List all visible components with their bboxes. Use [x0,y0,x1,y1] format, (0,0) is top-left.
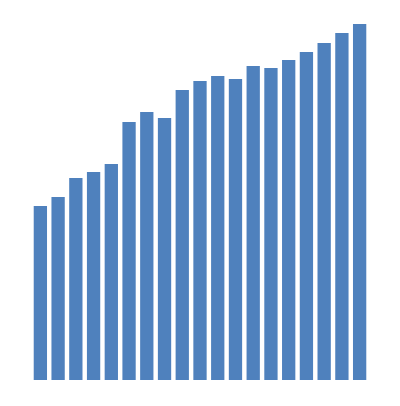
bar [282,60,296,380]
bar [86,172,101,380]
bar [175,90,189,380]
bar [51,197,65,380]
bar [193,81,207,380]
bar [299,52,314,380]
bar [246,66,260,380]
bar [122,122,136,380]
bar [157,118,172,380]
bar [228,79,243,380]
bar [211,76,225,380]
bar [33,206,48,380]
bar [69,178,83,380]
bar [317,43,331,380]
bar [264,68,278,380]
bar [104,164,118,380]
bar [335,33,349,380]
bar [140,112,154,380]
bar [352,24,367,380]
